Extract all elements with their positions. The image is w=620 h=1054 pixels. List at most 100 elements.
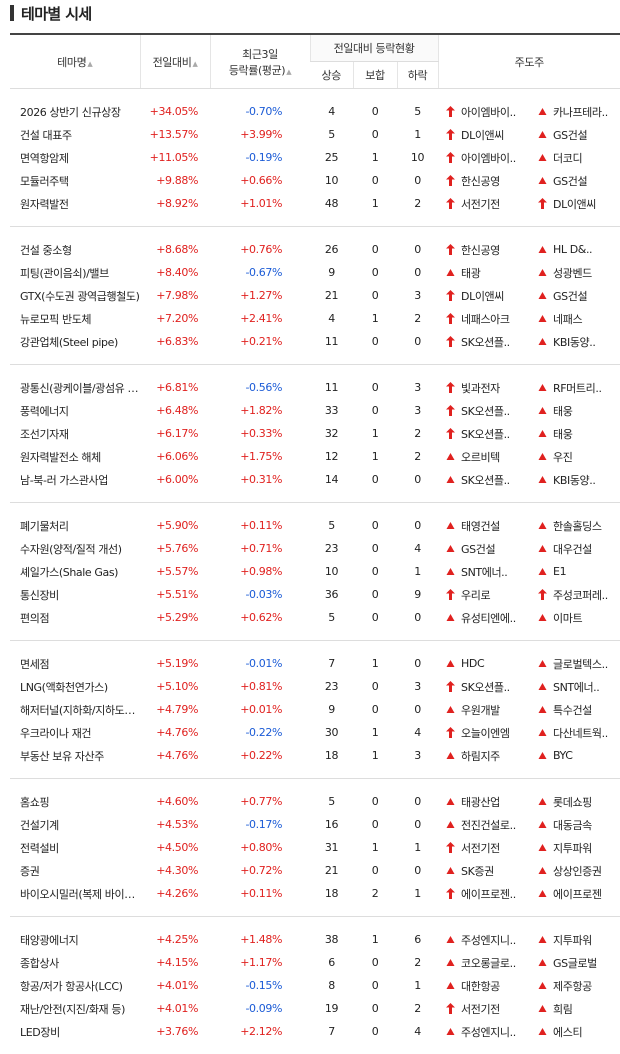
leader-stock[interactable]: GS건설 [438,541,530,557]
leader-stock[interactable]: SK오션플.. [438,334,530,350]
leader-stock[interactable]: GS건설 [530,288,620,304]
leader-stock[interactable]: 주성엔지니.. [438,932,530,948]
leader-stock[interactable]: 대동금속 [530,817,620,833]
leader-stock[interactable]: 대우건설 [530,541,620,557]
leader-stock[interactable]: SK오션플.. [438,679,530,695]
leader-stock[interactable]: 서전기전 [438,196,530,212]
leader-stock[interactable]: 서전기전 [438,1001,530,1017]
theme-name[interactable]: 2026 상반기 신규상장 [10,89,140,124]
leader-stock[interactable]: 오늘이엔엠 [438,725,530,741]
leader-stock[interactable]: 태광산업 [438,794,530,810]
leader-stock[interactable]: 한신공영 [438,242,530,258]
leader-stock[interactable]: E1 [530,565,620,578]
theme-name[interactable]: GTX(수도권 광역급행철도) [10,284,140,307]
leader-stock[interactable]: 우리로 [438,587,530,603]
theme-name[interactable]: 건설기계 [10,813,140,836]
leader-stock[interactable]: 에이프로젠 [530,886,620,902]
theme-name[interactable]: 해저터널(지하화/지하도로 ... [10,698,140,721]
leader-stock[interactable]: 이마트 [530,610,620,626]
leader-stock[interactable]: 하림지주 [438,748,530,764]
leader-stock[interactable]: 네패스아크 [438,311,530,327]
leader-stock[interactable]: 대한항공 [438,978,530,994]
leader-stock[interactable]: 성광벤드 [530,265,620,281]
leader-stock[interactable]: 글로벌텍스.. [530,656,620,672]
leader-stock[interactable]: 에이프로젠.. [438,886,530,902]
theme-name[interactable]: 원자력발전 [10,192,140,227]
leader-stock[interactable]: 태광 [438,265,530,281]
leader-stock[interactable]: 희림 [530,1001,620,1017]
theme-name[interactable]: 건설 대표주 [10,123,140,146]
leader-stock[interactable]: 한솔홀딩스 [530,518,620,534]
theme-name[interactable]: 피팅(관이음쇠)/밸브 [10,261,140,284]
leader-stock[interactable]: GS건설 [530,127,620,143]
theme-name[interactable]: 면세점 [10,641,140,676]
leader-stock[interactable]: 롯데쇼핑 [530,794,620,810]
theme-name[interactable]: 풍력에너지 [10,399,140,422]
theme-name[interactable]: 강관업체(Steel pipe) [10,330,140,365]
leader-stock[interactable]: 서전기전 [438,840,530,856]
leader-stock[interactable]: 더코디 [530,150,620,166]
theme-name[interactable]: 증권 [10,859,140,882]
theme-name[interactable]: 광통신(광케이블/광섬유 등) [10,365,140,400]
leader-stock[interactable]: 카나프테라.. [530,104,620,120]
theme-name[interactable]: 재난/안전(지진/화재 등) [10,997,140,1020]
leader-stock[interactable]: 아이엠바이.. [438,150,530,166]
leader-stock[interactable]: 상상인증권 [530,863,620,879]
leader-stock[interactable]: HL D&.. [530,243,620,256]
theme-name[interactable]: 우크라이나 재건 [10,721,140,744]
leader-stock[interactable]: SK증권 [438,863,530,879]
leader-stock[interactable]: 태웅 [530,426,620,442]
leader-stock[interactable]: SK오션플.. [438,426,530,442]
theme-name[interactable]: 건설 중소형 [10,227,140,262]
theme-name[interactable]: 원자력발전소 해체 [10,445,140,468]
leader-stock[interactable]: 제주항공 [530,978,620,994]
theme-name[interactable]: 수자원(양적/질적 개선) [10,537,140,560]
theme-name[interactable]: 태양광에너지 [10,917,140,952]
theme-name[interactable]: 통신장비 [10,583,140,606]
leader-stock[interactable]: 다산네트웍.. [530,725,620,741]
leader-stock[interactable]: 우진 [530,449,620,465]
leader-stock[interactable]: 주성코퍼레.. [530,587,620,603]
theme-name[interactable]: 면역항암제 [10,146,140,169]
theme-name[interactable]: 항공/저가 항공사(LCC) [10,974,140,997]
leader-stock[interactable]: RF머트리.. [530,380,620,396]
leader-stock[interactable]: 에스티 [530,1024,620,1040]
leader-stock[interactable]: BYC [530,749,620,762]
leader-stock[interactable]: 지투파워 [530,840,620,856]
col-name[interactable]: 테마명▲ [10,34,140,89]
leader-stock[interactable]: HDC [438,657,530,670]
leader-stock[interactable]: DL이앤씨 [438,288,530,304]
leader-stock[interactable]: 전진건설로.. [438,817,530,833]
theme-name[interactable]: 전력설비 [10,836,140,859]
theme-name[interactable]: 남-북-러 가스관사업 [10,468,140,503]
theme-name[interactable]: 부동산 보유 자산주 [10,744,140,779]
theme-name[interactable]: 홈쇼핑 [10,779,140,814]
